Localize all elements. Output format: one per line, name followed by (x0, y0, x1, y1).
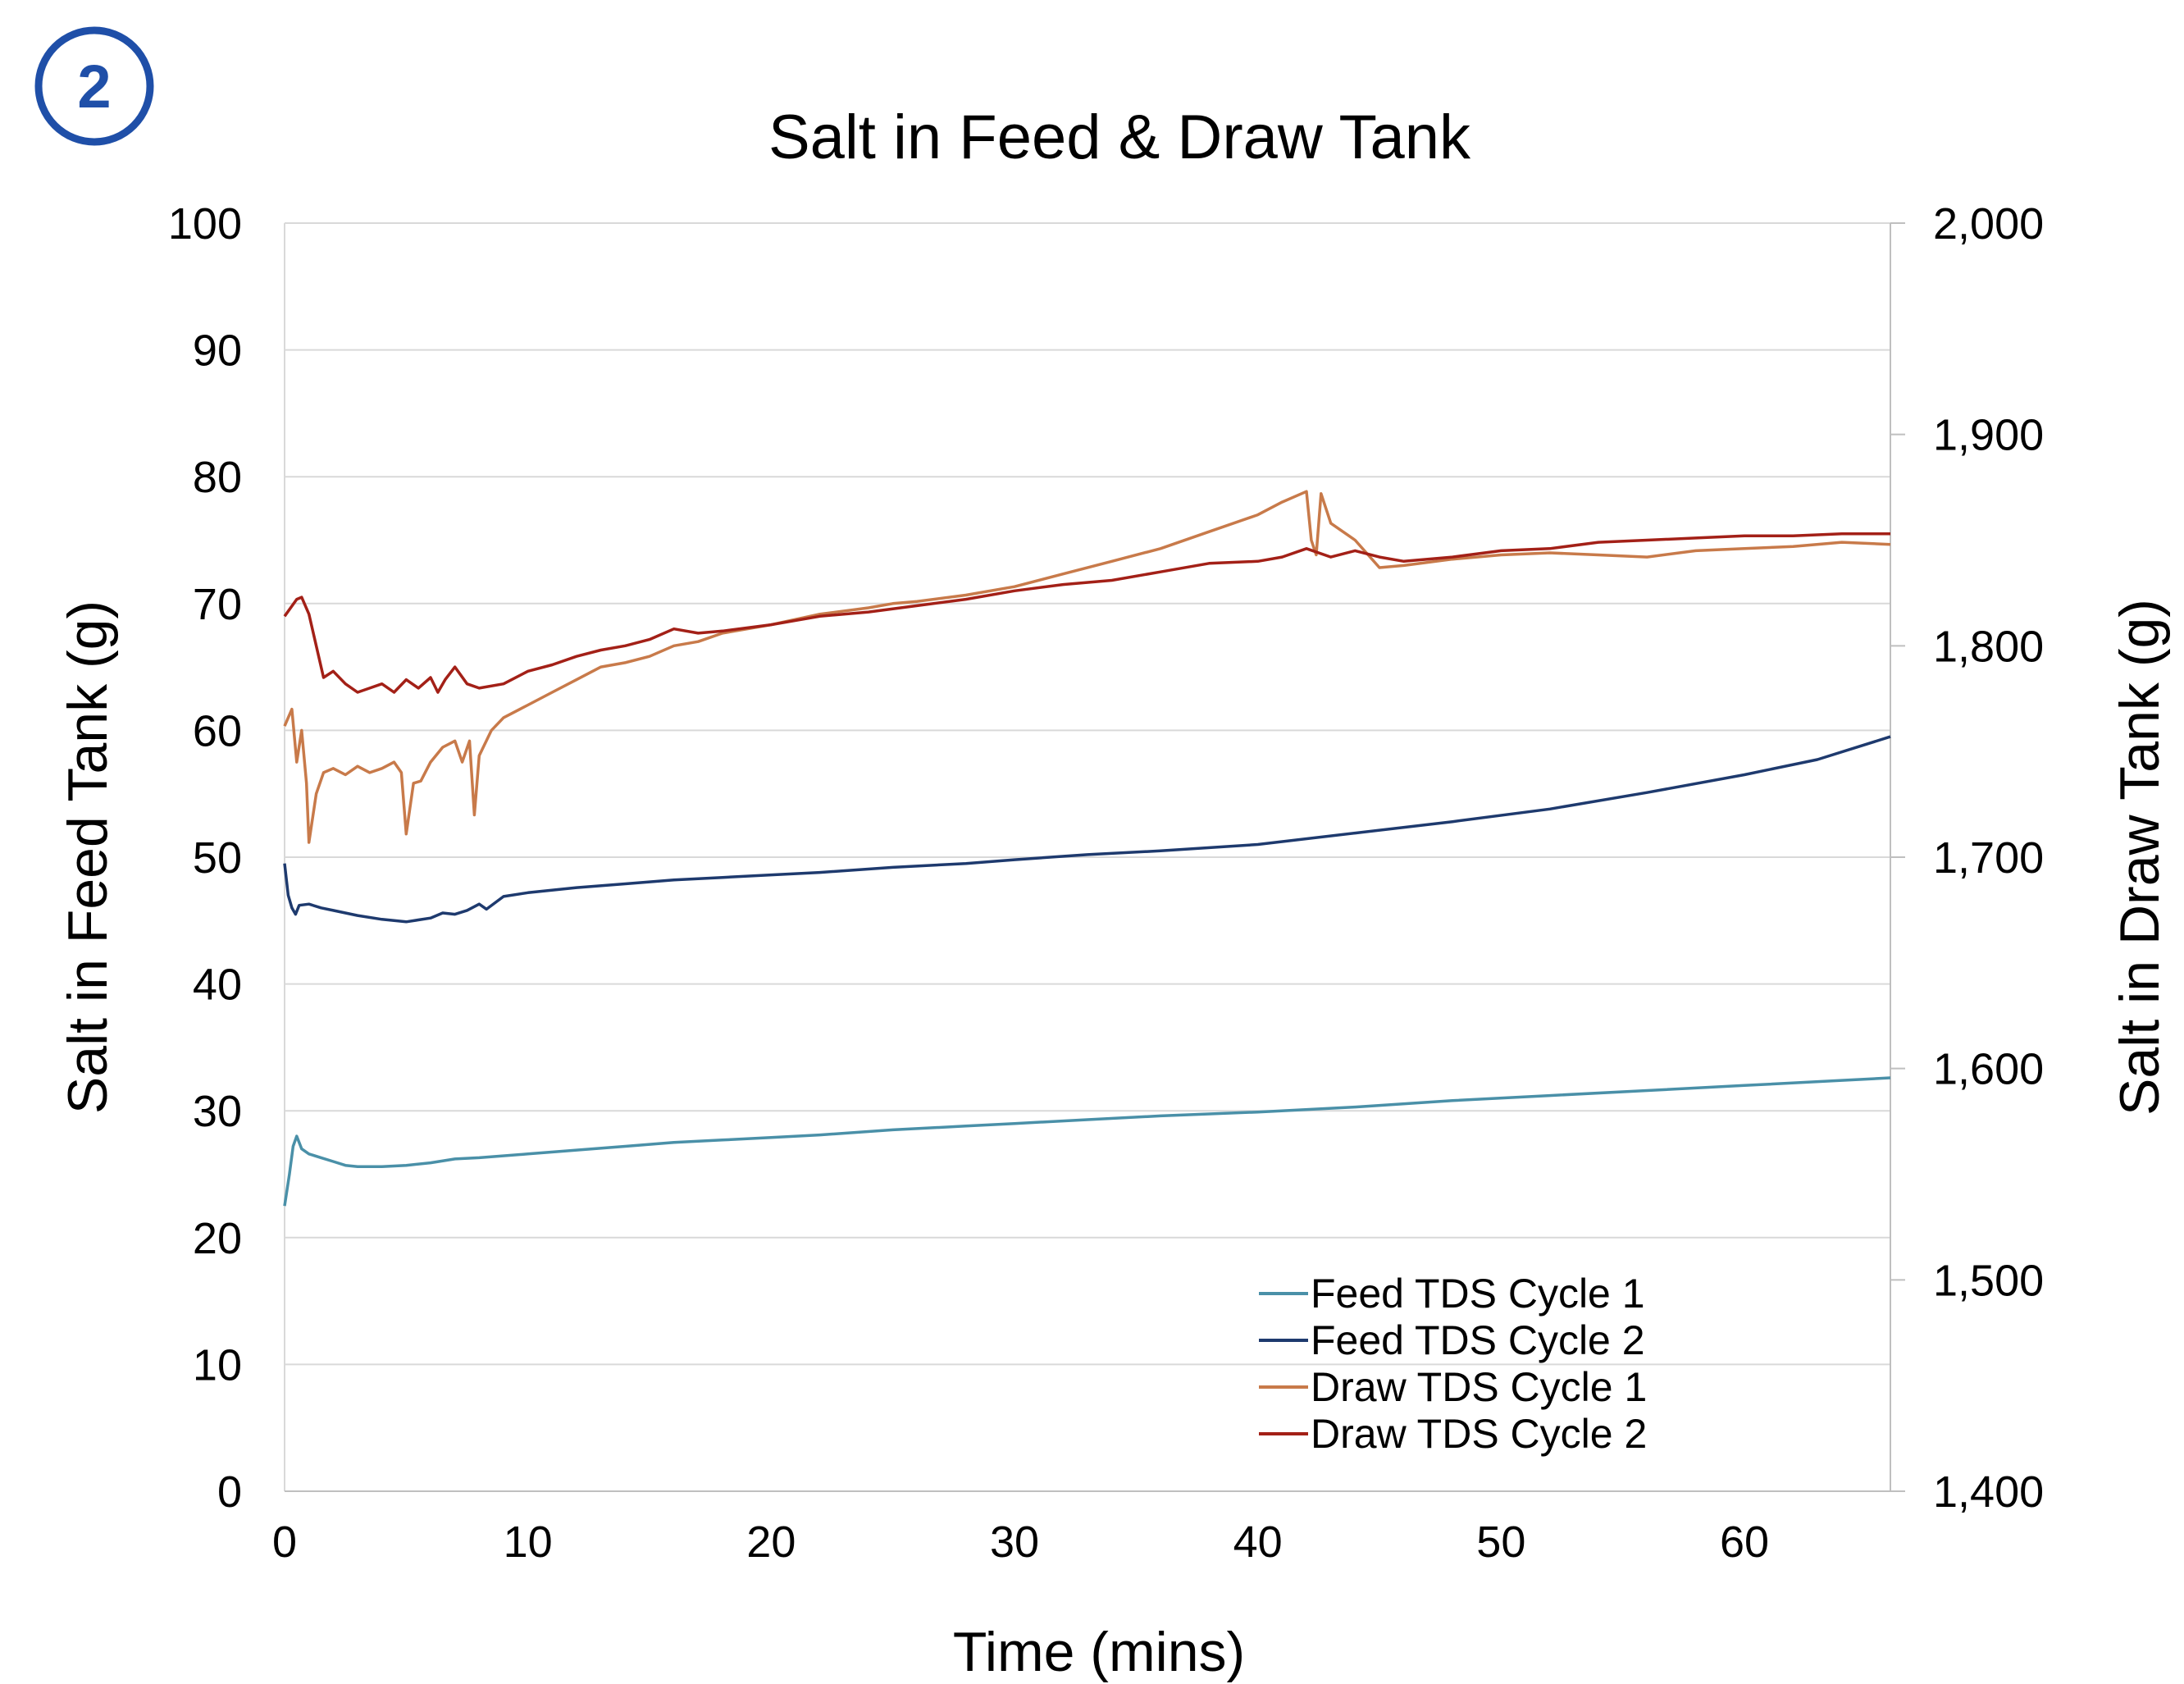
y-tick-label: 40 (193, 961, 242, 1010)
badge-circle (34, 26, 154, 146)
y-axis-title: Salt in Feed Tank (g) (57, 600, 119, 1114)
x-tick-label: 10 (504, 1517, 553, 1567)
y2-tick-label: 1,800 (1933, 622, 2044, 671)
legend-label-4: Draw TDS Cycle 2 (1311, 1411, 1647, 1457)
legend-label-3: Draw TDS Cycle 1 (1311, 1364, 1647, 1410)
y-tick-label: 90 (193, 326, 242, 376)
y-tick-label: 50 (193, 833, 242, 883)
y-tick-label: 30 (193, 1087, 242, 1136)
y2-axis-ticks: 1,400 1,500 1,600 1,700 1,800 1,900 2,000 (1890, 199, 2044, 1517)
x-tick-label: 50 (1476, 1517, 1525, 1567)
y-tick-label: 100 (168, 199, 242, 249)
x-tick-label: 0 (272, 1517, 297, 1567)
series-lines (283, 490, 1891, 1207)
y-tick-label: 60 (193, 706, 242, 755)
series-line-1 (283, 1076, 1891, 1207)
x-axis-title: Time (mins) (953, 1621, 1245, 1683)
y2-tick-label: 1,700 (1933, 833, 2044, 883)
badge-number: 2 (77, 52, 111, 121)
x-tick-label: 20 (746, 1517, 796, 1567)
series-line-4 (283, 532, 1890, 694)
y-tick-label: 80 (193, 453, 242, 502)
y-tick-label: 10 (193, 1340, 242, 1390)
chart-title: Salt in Feed & Draw Tank (768, 103, 1471, 172)
y2-tick-label: 1,500 (1933, 1256, 2044, 1305)
series-line-3 (283, 490, 1891, 844)
grid-lines (285, 222, 1890, 1366)
y-tick-label: 70 (193, 580, 242, 629)
y2-axis-title: Salt in Draw Tank (g) (2109, 599, 2171, 1116)
y2-tick-label: 1,600 (1933, 1045, 2044, 1094)
step-badge: 2 (34, 26, 154, 146)
x-tick-label: 30 (990, 1517, 1039, 1567)
x-tick-label: 40 (1233, 1517, 1283, 1567)
y-tick-label: 20 (193, 1214, 242, 1263)
legend-label-2: Feed TDS Cycle 2 (1311, 1317, 1645, 1363)
x-axis-ticks: 0 10 20 30 40 50 60 (272, 1517, 1769, 1567)
y2-tick-label: 2,000 (1933, 199, 2044, 249)
y-axis-ticks: 0 10 20 30 40 50 60 70 80 90 100 (168, 199, 242, 1517)
y-tick-label: 0 (217, 1467, 242, 1517)
x-tick-label: 60 (1720, 1517, 1769, 1567)
legend-label-1: Feed TDS Cycle 1 (1311, 1271, 1645, 1317)
y2-tick-label: 1,900 (1933, 411, 2044, 460)
series-line-2 (283, 735, 1891, 924)
y2-tick-label: 1,400 (1933, 1467, 2044, 1517)
